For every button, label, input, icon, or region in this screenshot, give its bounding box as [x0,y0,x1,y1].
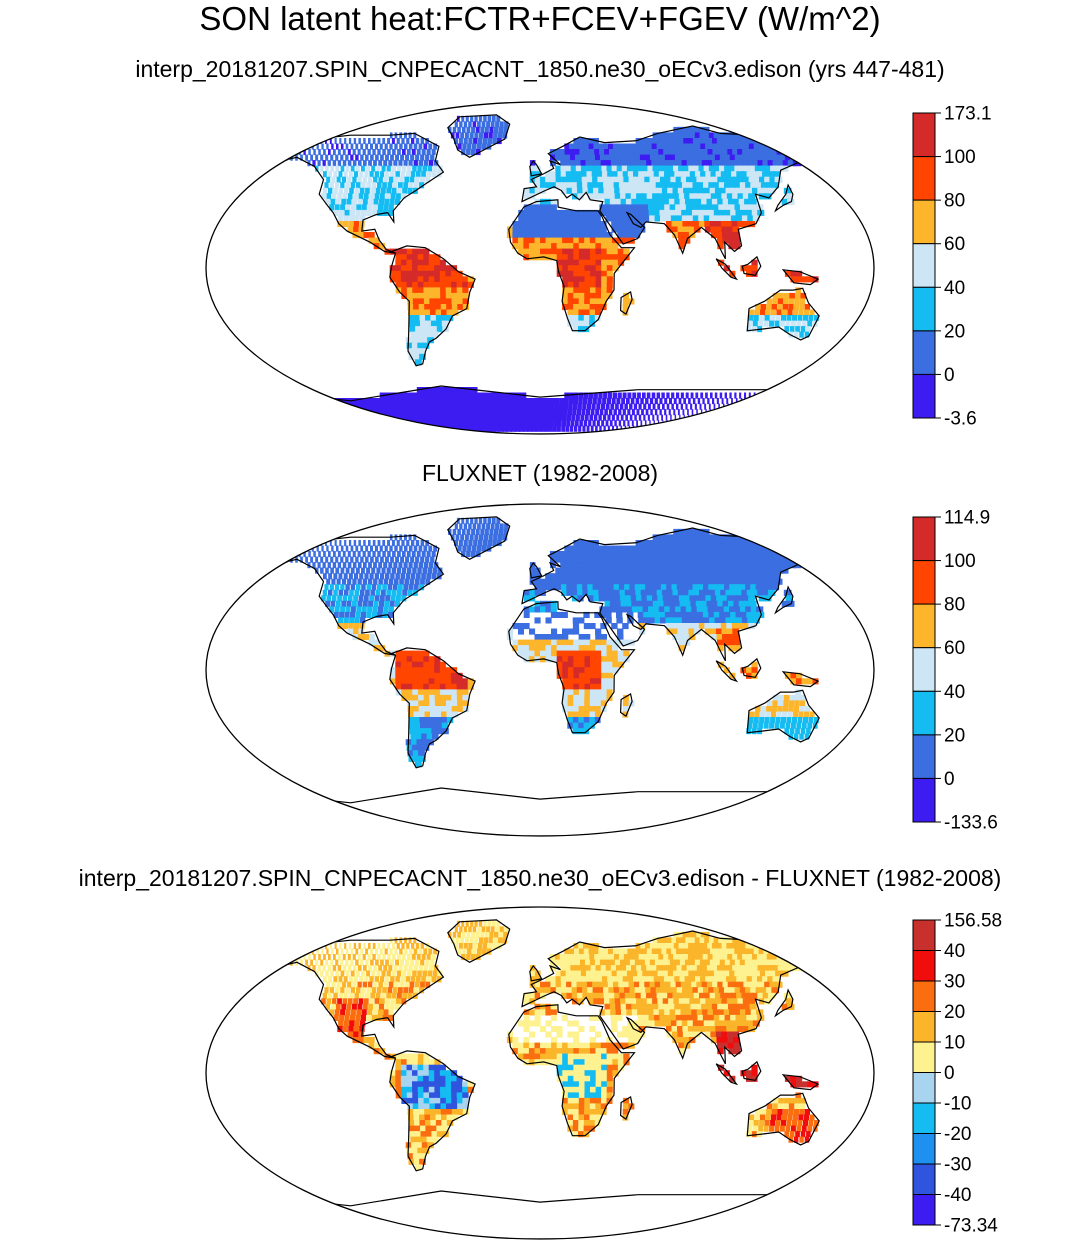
colorbar-label: 20 [944,1002,965,1023]
colorbar-swatch [912,690,936,736]
colorbar-swatch [912,950,936,982]
map-panel-1 [205,101,875,435]
colorbar-swatch [912,1041,936,1073]
colorbar-label: 0 [944,769,955,790]
colorbar-label: 10 [944,1033,965,1054]
colorbar-label: -40 [944,1185,971,1206]
colorbar-label: 60 [944,234,965,255]
colorbar-label: 40 [944,941,965,962]
colorbar-swatch [912,1194,936,1226]
colorbar-label: 20 [944,321,965,342]
colorbar-swatch [912,243,936,288]
colorbar-swatch [912,919,936,951]
map-panel-3 [205,906,875,1240]
colorbar-label: 173.1 [944,104,992,125]
map-border-1 [205,101,875,435]
colorbar-label: 80 [944,595,965,616]
colorbar-label: -20 [944,1124,971,1145]
colorbar-label: 60 [944,638,965,659]
colorbar-label: -133.6 [944,813,998,834]
colorbar-3: 156.58 40 30 20 10 0 -10 -20 -30 -40 -73.34 [912,911,1002,1237]
colorbar-label: 40 [944,682,965,703]
colorbar-label: -30 [944,1155,971,1176]
colorbar-label: 30 [944,972,965,993]
colorbar-swatch [912,373,936,419]
panel-1-subtitle: interp_20181207.SPIN_CNPECACNT_1850.ne30… [135,56,945,82]
colorbar-label: 100 [944,551,976,572]
colorbar-swatch [912,516,936,562]
colorbar-label: -10 [944,1094,971,1115]
colorbar-label: 114.9 [944,508,990,529]
colorbar-2: 114.9 100 80 60 40 20 0 -133.6 [912,508,998,834]
coastlines-3 [244,919,859,1239]
colorbar-swatch [912,1133,936,1165]
colorbar-label: 80 [944,191,965,212]
map-panel-2 [205,503,875,837]
map-border-2 [205,503,875,837]
coastlines-1 [244,114,859,434]
colorbar-swatch [912,199,936,245]
colorbar-label: -73.34 [944,1216,998,1237]
colorbar-swatch [912,1072,936,1104]
panel-3-subtitle: interp_20181207.SPIN_CNPECACNT_1850.ne30… [78,865,1002,891]
colorbar-label: 0 [944,1063,955,1084]
land-grid-3 [264,920,848,1171]
colorbar-label: 20 [944,725,965,746]
colorbar-swatch [912,286,936,332]
colorbar-label: 0 [944,365,955,386]
colorbar-swatch [912,647,936,692]
colorbar-swatch [912,112,936,158]
colorbar-swatch [912,603,936,649]
colorbar-swatch [912,156,936,201]
colorbar-label: 156.58 [944,911,1002,932]
colorbar-label: 100 [944,147,976,168]
map-border-3 [205,906,875,1240]
colorbar-label: -3.6 [944,409,977,430]
land-grid-2 [264,517,848,768]
colorbar-swatch [912,1011,936,1043]
colorbar-label: 40 [944,278,965,299]
panel-2-subtitle: FLUXNET (1982-2008) [421,460,659,486]
colorbar-swatch [912,1163,936,1195]
colorbar-1: 173.1 100 80 60 40 20 0 -3.6 [912,104,992,430]
land-grid-1 [248,115,848,432]
coastlines-2 [244,516,859,836]
colorbar-swatch [912,980,936,1012]
colorbar-swatch [912,560,936,605]
figure-title: SON latent heat:FCTR+FCEV+FGEV (W/m^2) [199,0,881,37]
colorbar-swatch [912,1102,936,1134]
colorbar-swatch [912,330,936,375]
colorbar-swatch [912,777,936,823]
colorbar-swatch [912,734,936,780]
